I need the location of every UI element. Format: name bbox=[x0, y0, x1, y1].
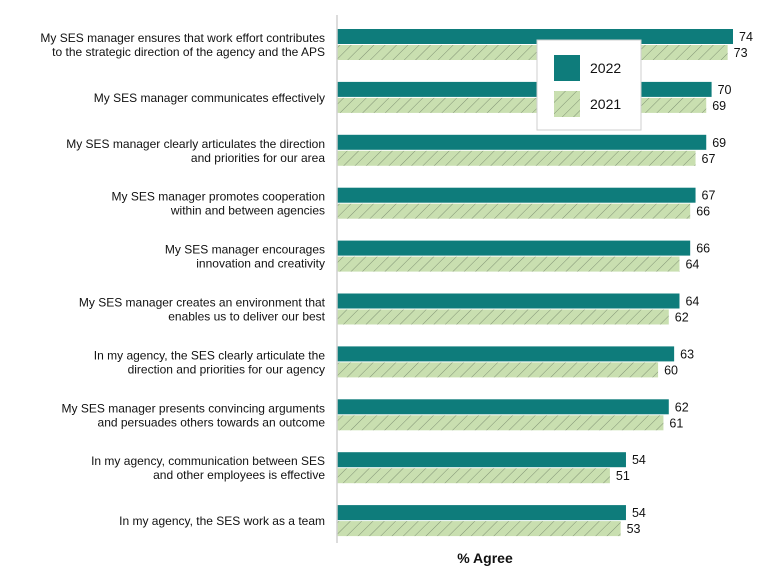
data-label-2021: 64 bbox=[685, 258, 699, 272]
bar-2022 bbox=[337, 134, 707, 150]
data-label-2021: 66 bbox=[696, 205, 710, 219]
data-label-2021: 53 bbox=[627, 522, 641, 536]
data-label-2022: 54 bbox=[632, 506, 646, 520]
category-label-line: enables us to deliver our best bbox=[168, 310, 325, 324]
category-label: My SES manager clearly articulates the d… bbox=[66, 137, 325, 165]
legend-swatch-2022 bbox=[554, 55, 580, 81]
category-label-line: In my agency, the SES clearly articulate… bbox=[94, 348, 326, 362]
data-label-2022: 70 bbox=[718, 83, 732, 97]
data-label-2021: 73 bbox=[734, 46, 748, 60]
category-label-line: and priorities for our area bbox=[191, 151, 325, 165]
x-axis-label: % Agree bbox=[457, 550, 513, 566]
data-label-2022: 66 bbox=[696, 242, 710, 256]
data-label-2022: 74 bbox=[739, 30, 753, 44]
bar-2022 bbox=[337, 399, 669, 415]
legend-swatch-2021 bbox=[554, 91, 580, 117]
category-label-line: to the strategic direction of the agency… bbox=[52, 45, 325, 59]
category-label-line: within and between agencies bbox=[170, 204, 325, 218]
bar-2022 bbox=[337, 452, 626, 468]
legend-label: 2022 bbox=[590, 60, 621, 76]
bar-2022 bbox=[337, 187, 696, 203]
bar-2021 bbox=[337, 256, 680, 272]
data-label-2022: 54 bbox=[632, 453, 646, 467]
data-label-2021: 60 bbox=[664, 363, 678, 377]
category-label-line: My SES manager communicates effectively bbox=[94, 91, 325, 105]
category-label-line: and other employees is effective bbox=[153, 468, 325, 482]
category-label: My SES manager presents convincing argum… bbox=[62, 401, 326, 429]
bar-2022 bbox=[337, 81, 712, 97]
bar-2021 bbox=[337, 45, 728, 60]
category-label-line: My SES manager creates an environment th… bbox=[79, 296, 326, 310]
bar-2021 bbox=[337, 97, 707, 113]
category-label-line: My SES manager ensures that work effort … bbox=[40, 31, 325, 45]
category-label: In my agency, communication between SES a… bbox=[91, 454, 325, 482]
legend: 2022 2021 bbox=[536, 39, 642, 131]
category-label: My SES manager creates an environment th… bbox=[79, 296, 326, 324]
category-label-line: In my agency, the SES work as a team bbox=[119, 514, 325, 528]
bar-2021 bbox=[337, 415, 664, 431]
category-label: My SES manager ensures that work effort … bbox=[40, 31, 325, 59]
category-label-line: My SES manager promotes cooperation bbox=[112, 190, 325, 204]
data-label-2022: 63 bbox=[680, 347, 694, 361]
legend-box bbox=[536, 39, 642, 131]
bar-2021 bbox=[337, 150, 696, 166]
legend-label: 2021 bbox=[590, 96, 621, 112]
category-label-line: In my agency, communication between SES bbox=[91, 454, 325, 468]
data-label-2021: 69 bbox=[712, 99, 726, 113]
bar-2021 bbox=[337, 468, 610, 484]
category-label: My SES manager communicates effectively bbox=[94, 91, 325, 105]
data-label-2021: 67 bbox=[702, 152, 716, 166]
category-label-line: innovation and creativity bbox=[196, 257, 325, 271]
category-label-line: My SES manager encourages bbox=[165, 243, 325, 257]
data-label-2022: 64 bbox=[685, 295, 699, 309]
bar-2022 bbox=[337, 346, 675, 362]
data-label-2021: 62 bbox=[675, 311, 689, 325]
category-label-line: direction and priorities for our agency bbox=[128, 362, 325, 376]
data-label-2021: 61 bbox=[669, 416, 683, 430]
bar-2022 bbox=[337, 293, 680, 309]
category-label-line: and persuades others towards an outcome bbox=[98, 415, 326, 429]
data-label-2022: 69 bbox=[712, 136, 726, 150]
bar-2022 bbox=[337, 29, 733, 44]
category-label-line: My SES manager clearly articulates the d… bbox=[66, 137, 325, 151]
bar-2022 bbox=[337, 505, 626, 521]
category-label: My SES manager encourages innovation and … bbox=[165, 243, 325, 271]
data-label-2021: 51 bbox=[616, 469, 630, 483]
data-label-2022: 62 bbox=[675, 400, 689, 414]
bar-2022 bbox=[337, 240, 691, 256]
bar-2021 bbox=[337, 203, 691, 219]
category-label: My SES manager promotes cooperation withi… bbox=[112, 190, 325, 218]
bar-2021 bbox=[337, 521, 621, 537]
category-label: In my agency, the SES work as a team bbox=[119, 514, 325, 528]
category-label-line: My SES manager presents convincing argum… bbox=[62, 401, 325, 415]
bar-2021 bbox=[337, 362, 659, 378]
data-label-2022: 67 bbox=[702, 189, 716, 203]
category-label: In my agency, the SES clearly articulate… bbox=[94, 348, 326, 376]
bar-2021 bbox=[337, 309, 669, 325]
